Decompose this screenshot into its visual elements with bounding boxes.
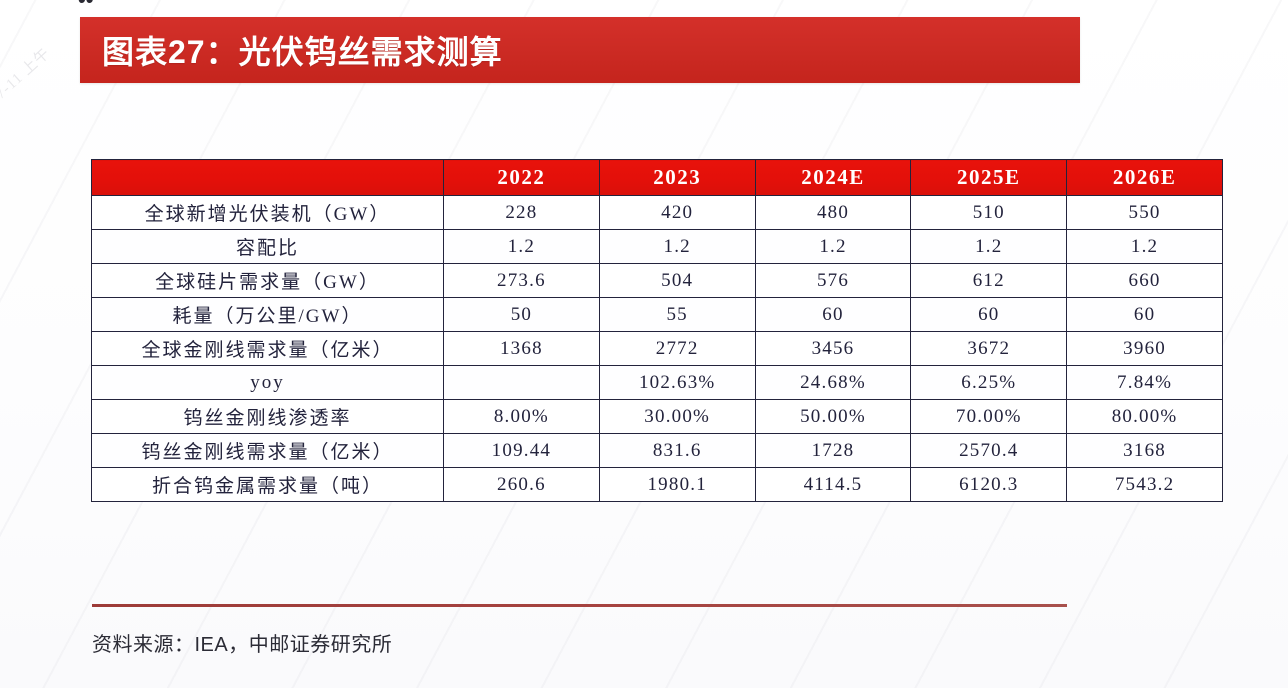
- cell-value: [443, 365, 600, 400]
- table-header-cell-2023: 2023: [598, 159, 756, 196]
- cell-value: 55: [598, 297, 756, 332]
- cell-value: 1.2: [910, 229, 1068, 264]
- cell-value: 60: [910, 297, 1068, 332]
- table-header-cell-2025e: 2025E: [910, 159, 1068, 196]
- cell-value: 3168: [1066, 433, 1223, 468]
- cell-value: 60: [754, 297, 912, 332]
- footer-divider: [92, 604, 1067, 607]
- cell-value: 2772: [598, 331, 756, 366]
- table-header-cell-2026e: 2026E: [1066, 159, 1223, 196]
- cell-value: 1.2: [1066, 229, 1223, 264]
- top-clipped-glyph: ••: [78, 0, 93, 13]
- cell-value: 80.00%: [1066, 399, 1223, 434]
- table-row: 全球硅片需求量（GW） 273.6 504 576 612 660: [91, 263, 1223, 298]
- table-row: 全球新增光伏装机（GW） 228 420 480 510 550: [91, 195, 1223, 230]
- cell-value: 3960: [1066, 331, 1223, 366]
- cell-value: 70.00%: [910, 399, 1068, 434]
- table-header-row: 2022 2023 2024E 2025E 2026E: [91, 159, 1223, 196]
- table-header-cell-2024e: 2024E: [754, 159, 912, 196]
- cell-value: 550: [1066, 195, 1223, 230]
- cell-value: 30.00%: [598, 399, 756, 434]
- cell-value: 60: [1066, 297, 1223, 332]
- row-label: 钨丝金刚线需求量（亿米）: [91, 433, 444, 468]
- cell-value: 24.68%: [754, 365, 912, 400]
- cell-value: 420: [598, 195, 756, 230]
- cell-value: 576: [754, 263, 912, 298]
- cell-value: 8.00%: [443, 399, 600, 434]
- cell-value: 260.6: [443, 467, 600, 502]
- cell-value: 109.44: [443, 433, 600, 468]
- cell-value: 4114.5: [754, 467, 912, 502]
- row-label: 容配比: [91, 229, 444, 264]
- cell-value: 504: [598, 263, 756, 298]
- cell-value: 1.2: [598, 229, 756, 264]
- row-label: 耗量（万公里/GW）: [91, 297, 444, 332]
- row-label: 折合钨金属需求量（吨）: [91, 467, 444, 502]
- cell-value: 228: [443, 195, 600, 230]
- row-label: 全球新增光伏装机（GW）: [91, 195, 444, 230]
- cell-value: 3456: [754, 331, 912, 366]
- data-table-container: 2022 2023 2024E 2025E 2026E 全球新增光伏装机（GW）…: [91, 159, 1223, 502]
- table-row: 容配比 1.2 1.2 1.2 1.2 1.2: [91, 229, 1223, 264]
- cell-value: 831.6: [598, 433, 756, 468]
- table-body: 全球新增光伏装机（GW） 228 420 480 510 550 容配比 1.2…: [91, 195, 1223, 502]
- table-row: 全球金刚线需求量（亿米） 1368 2772 3456 3672 3960: [91, 331, 1223, 366]
- cell-value: 273.6: [443, 263, 600, 298]
- cell-value: 1980.1: [598, 467, 756, 502]
- row-label: yoy: [91, 365, 444, 400]
- cell-value: 660: [1066, 263, 1223, 298]
- cell-value: 7.84%: [1066, 365, 1223, 400]
- title-banner: 图表27：光伏钨丝需求测算: [80, 17, 1080, 83]
- table-row: yoy 102.63% 24.68% 6.25% 7.84%: [91, 365, 1223, 400]
- cell-value: 50.00%: [754, 399, 912, 434]
- demand-forecast-table: 2022 2023 2024E 2025E 2026E 全球新增光伏装机（GW）…: [91, 159, 1223, 502]
- table-row: 钨丝金刚线渗透率 8.00% 30.00% 50.00% 70.00% 80.0…: [91, 399, 1223, 434]
- cell-value: 1368: [443, 331, 600, 366]
- cell-value: 50: [443, 297, 600, 332]
- page-title: 图表27：光伏钨丝需求测算: [102, 34, 503, 70]
- table-row: 钨丝金刚线需求量（亿米） 109.44 831.6 1728 2570.4 31…: [91, 433, 1223, 468]
- cell-value: 102.63%: [598, 365, 756, 400]
- cell-value: 612: [910, 263, 1068, 298]
- row-label: 钨丝金刚线渗透率: [91, 399, 444, 434]
- cell-value: 2570.4: [910, 433, 1068, 468]
- cell-value: 1.2: [443, 229, 600, 264]
- table-header-cell-2022: 2022: [443, 159, 600, 196]
- cell-value: 6.25%: [910, 365, 1068, 400]
- cell-value: 1728: [754, 433, 912, 468]
- cell-value: 3672: [910, 331, 1068, 366]
- source-note: 资料来源：IEA，中邮证券研究所: [92, 634, 393, 656]
- cell-value: 1.2: [754, 229, 912, 264]
- table-row: 耗量（万公里/GW） 50 55 60 60 60: [91, 297, 1223, 332]
- row-label: 全球硅片需求量（GW）: [91, 263, 444, 298]
- cell-value: 480: [754, 195, 912, 230]
- cell-value: 7543.2: [1066, 467, 1223, 502]
- cell-value: 6120.3: [910, 467, 1068, 502]
- table-head: 2022 2023 2024E 2025E 2026E: [91, 159, 1223, 196]
- table-row: 折合钨金属需求量（吨） 260.6 1980.1 4114.5 6120.3 7…: [91, 467, 1223, 502]
- row-label: 全球金刚线需求量（亿米）: [91, 331, 444, 366]
- cell-value: 510: [910, 195, 1068, 230]
- table-header-cell-label: [91, 159, 444, 196]
